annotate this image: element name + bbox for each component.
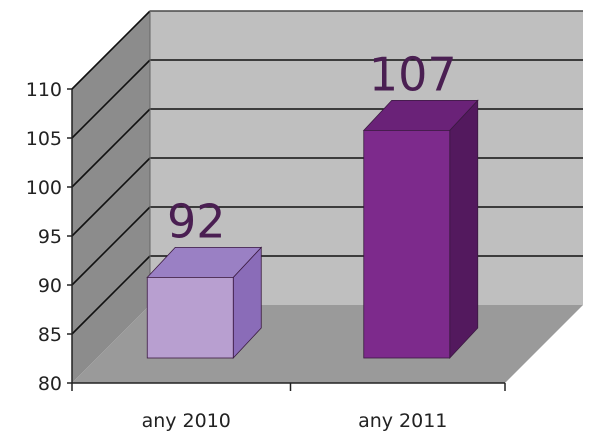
- category-label-0: any 2010: [142, 410, 231, 432]
- data-label-0: 92: [167, 194, 226, 248]
- labels: 92 any 2010 107 any 2011: [142, 47, 457, 432]
- gridline-side: [71, 157, 151, 237]
- y-axis: 80 85 90 95 100 105 110: [26, 79, 506, 395]
- data-label-1: 107: [369, 47, 457, 101]
- gridline-side: [71, 255, 151, 335]
- bar-front-0: [146, 276, 234, 359]
- bar-side-1: [449, 99, 479, 360]
- y-tick-label: 105: [26, 128, 62, 150]
- y-tick-label: 110: [26, 79, 62, 101]
- gridline-side: [71, 10, 151, 90]
- y-tick-label: 80: [38, 373, 62, 395]
- y-tick-label: 90: [38, 275, 62, 297]
- gridline-side: [71, 59, 151, 139]
- y-tick-label: 100: [26, 177, 62, 199]
- bars: [146, 99, 479, 360]
- y-tick-label: 85: [38, 324, 62, 346]
- gridline-side: [71, 206, 151, 286]
- category-label-1: any 2011: [358, 410, 447, 432]
- bar-front-1: [363, 129, 451, 359]
- y-tick-label: 95: [38, 226, 62, 248]
- gridline-side: [71, 108, 151, 188]
